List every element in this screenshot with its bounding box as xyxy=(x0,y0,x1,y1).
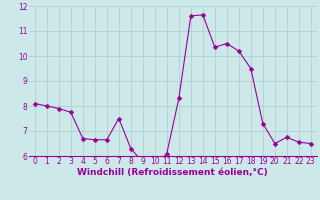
X-axis label: Windchill (Refroidissement éolien,°C): Windchill (Refroidissement éolien,°C) xyxy=(77,168,268,177)
